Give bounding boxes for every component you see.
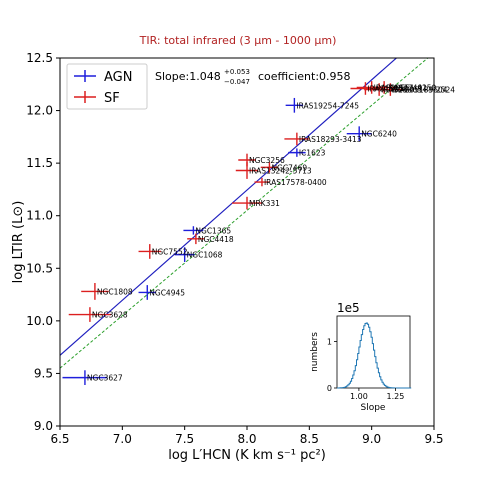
- point-label: IRAS15250: [367, 84, 408, 93]
- data-point-iras22491: [371, 81, 397, 94]
- data-point-iras19254-7245: [285, 97, 304, 113]
- point-label: IRAS18293-3413: [299, 135, 362, 144]
- x-tick-label: 9.0: [362, 432, 381, 446]
- point-label: NGC3627: [87, 374, 123, 383]
- y-axis-label: log LTIR (L⊙): [11, 201, 26, 284]
- point-label: NGC3628: [92, 311, 128, 320]
- plot-area: NGC3627 NGC4945 NGC1068 NGC1365 IC1623 IRAS19…: [60, 58, 455, 385]
- chart-title: TIR: total infrared (3 μm - 1000 μm): [139, 34, 337, 47]
- point-label: IRAS13242-5713: [249, 167, 312, 176]
- point-label: IRAS20551-4250: [374, 83, 437, 92]
- inset-axes: 1.00 1.25 0 1: [327, 338, 404, 401]
- data-point-ngc6240: [346, 126, 372, 142]
- inset-x-tick-label: 1.00: [350, 392, 368, 401]
- y-tick-label: 9.0: [34, 419, 53, 433]
- y-tick-label: 9.5: [34, 366, 53, 380]
- data-point-ngc1365: [183, 226, 204, 235]
- inset-frame: [336, 315, 411, 389]
- point-label: NGC1068: [187, 251, 223, 260]
- data-point-ic1623: [288, 148, 306, 157]
- point-label: IRAS23365+3604: [381, 86, 447, 95]
- slope-annotation: Slope:1.048: [155, 70, 221, 83]
- plot-clip-group: [60, 58, 429, 385]
- legend-marker-agn: [74, 70, 96, 82]
- point-label: NGC1365: [195, 226, 231, 235]
- x-tick-label: 9.5: [424, 432, 443, 446]
- inset-x-tick-label: 1.25: [386, 392, 404, 401]
- point-label: NGC4418: [198, 235, 234, 244]
- data-point-iras18293-3413: [284, 132, 310, 146]
- data-point-ngc3628: [68, 307, 112, 322]
- point-label: NGC4945: [149, 288, 185, 297]
- data-point-ngc3256: [238, 153, 256, 167]
- y-axis: 9.0 9.5 10.0 10.5 11.0 11.5 12.0 12.5: [26, 51, 60, 433]
- inset-scale-label: 1e5: [337, 301, 360, 315]
- data-point-ngc7469: [260, 162, 279, 173]
- legend: AGN SF: [66, 63, 148, 110]
- point-label: NGC6240: [361, 130, 397, 139]
- data-point-iras17578-0400: [254, 177, 270, 187]
- point-label: IRAS05189-2524: [392, 86, 455, 95]
- point-label: NGC3256: [249, 156, 285, 165]
- data-point-mrk331: [232, 196, 262, 210]
- legend-marker-sf: [74, 91, 96, 103]
- x-tick-label: 8.0: [237, 432, 256, 446]
- fit-line: [60, 58, 398, 356]
- x-tick-label: 7.0: [113, 432, 132, 446]
- data-point-iras15250: [350, 82, 381, 95]
- inset-y-tick-label: 1: [327, 338, 332, 347]
- coefficient-annotation: coefficient:0.958: [258, 70, 351, 83]
- inset-x-label: Slope: [361, 403, 386, 413]
- inset-y-label: numbers: [310, 332, 320, 372]
- slope-upper-error: +0.053: [224, 68, 250, 76]
- inset-bars: [337, 322, 412, 389]
- legend-label-agn: AGN: [104, 70, 132, 85]
- point-label: IRAS19254-7245: [296, 101, 359, 110]
- point-label: NGC1808: [97, 287, 133, 296]
- point-label: IRAS17578-0400: [264, 178, 327, 187]
- data-point-ngc3627: [62, 370, 108, 385]
- y-tick-label: 11.5: [26, 156, 53, 170]
- x-tick-label: 6.5: [50, 432, 69, 446]
- x-axis: 6.5 7.0 7.5 8.0 8.5 9.0 9.5: [50, 426, 444, 446]
- point-label: MRK331: [249, 199, 280, 208]
- y-tick-label: 12.5: [26, 51, 53, 65]
- inset-y-tick-label: 0: [327, 384, 332, 393]
- data-point-ngc1068: [174, 247, 195, 262]
- y-tick-label: 10.5: [26, 261, 53, 275]
- point-label: IC1623: [299, 149, 326, 158]
- reference-line: [60, 58, 429, 369]
- inset-histogram-steps: [337, 322, 412, 389]
- x-tick-label: 7.5: [175, 432, 194, 446]
- y-tick-label: 11.0: [26, 209, 53, 223]
- data-point-iras05189-2524: [377, 83, 403, 96]
- data-point-ngc7552: [138, 244, 161, 259]
- x-axis-label: log L′HCN (K km s⁻¹ pc²): [168, 448, 326, 463]
- y-tick-label: 12.0: [26, 104, 53, 118]
- y-tick-label: 10.0: [26, 314, 53, 328]
- data-point-ngc1808: [81, 283, 109, 300]
- point-label: NGC7469: [271, 163, 307, 172]
- data-point-ngc4418: [187, 233, 205, 245]
- inset-histogram: 1e5 1.00 1.25 0 1 Slope numbers: [310, 301, 412, 413]
- slope-lower-error: −0.047: [224, 78, 250, 86]
- point-label: IRAS22491: [386, 83, 427, 92]
- x-tick-label: 8.5: [300, 432, 319, 446]
- point-label: NGC7552: [152, 247, 188, 256]
- legend-label-sf: SF: [104, 91, 120, 106]
- data-point-ngc4945: [138, 285, 156, 300]
